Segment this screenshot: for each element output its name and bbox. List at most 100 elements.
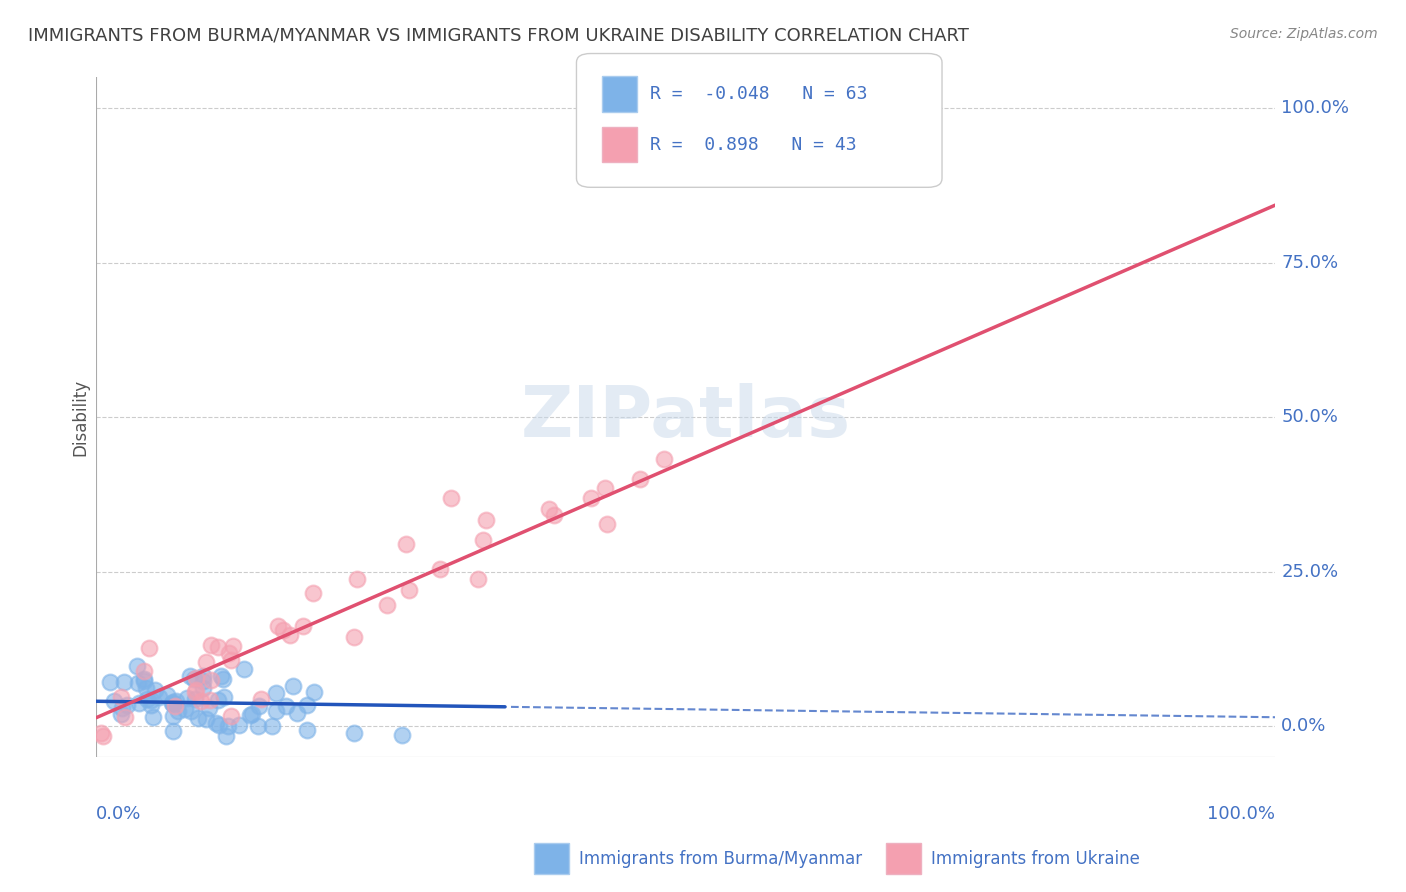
- Point: [375, 598, 398, 612]
- Text: 75.0%: 75.0%: [1281, 254, 1339, 272]
- Point: [103, 694, 125, 708]
- Point: [537, 502, 560, 516]
- Point: [98, 674, 121, 689]
- Point: [208, 718, 231, 732]
- Point: [142, 710, 165, 724]
- Point: [162, 724, 184, 739]
- Point: [398, 583, 420, 598]
- Point: [264, 705, 287, 719]
- Point: [190, 694, 212, 708]
- Point: [267, 618, 290, 632]
- Point: [264, 686, 287, 700]
- Point: [198, 701, 221, 715]
- Point: [184, 685, 207, 699]
- Point: [228, 718, 250, 732]
- Point: [240, 706, 263, 721]
- Point: [114, 710, 136, 724]
- Point: [292, 619, 315, 633]
- Text: 50.0%: 50.0%: [1281, 409, 1339, 426]
- Point: [127, 676, 149, 690]
- Point: [247, 718, 270, 732]
- Point: [628, 472, 651, 486]
- Point: [209, 669, 232, 683]
- Point: [193, 681, 215, 696]
- Point: [204, 715, 226, 730]
- Point: [115, 698, 138, 712]
- Point: [200, 693, 222, 707]
- Point: [184, 671, 207, 685]
- Point: [211, 673, 233, 687]
- Point: [160, 696, 183, 710]
- Point: [295, 698, 318, 712]
- Point: [128, 696, 150, 710]
- Point: [179, 668, 201, 682]
- Point: [233, 662, 256, 676]
- Point: [110, 690, 132, 705]
- Point: [110, 706, 132, 721]
- Text: ZIPatlas: ZIPatlas: [520, 383, 851, 452]
- Point: [297, 723, 319, 738]
- Point: [239, 708, 262, 723]
- Point: [250, 692, 273, 706]
- Point: [132, 673, 155, 688]
- Point: [467, 572, 489, 586]
- Point: [581, 491, 603, 505]
- Y-axis label: Disability: Disability: [72, 379, 89, 456]
- Point: [346, 573, 368, 587]
- Point: [654, 452, 676, 467]
- Text: Source: ZipAtlas.com: Source: ZipAtlas.com: [1230, 27, 1378, 41]
- Text: 100.0%: 100.0%: [1281, 99, 1350, 118]
- Point: [471, 533, 494, 547]
- Point: [167, 704, 190, 718]
- Point: [285, 706, 308, 721]
- Point: [207, 693, 229, 707]
- Point: [247, 698, 270, 713]
- Point: [112, 674, 135, 689]
- Point: [134, 664, 156, 678]
- Point: [191, 673, 214, 688]
- Point: [148, 690, 170, 704]
- Point: [184, 683, 207, 698]
- Point: [165, 694, 187, 708]
- Point: [207, 640, 229, 655]
- Point: [278, 627, 301, 641]
- Point: [162, 708, 184, 723]
- Point: [281, 679, 304, 693]
- Point: [595, 482, 617, 496]
- Point: [183, 672, 205, 686]
- Point: [156, 688, 179, 702]
- Text: 0.0%: 0.0%: [96, 805, 142, 823]
- Point: [174, 702, 197, 716]
- Point: [219, 653, 242, 667]
- Point: [200, 673, 222, 688]
- Point: [429, 562, 451, 576]
- Point: [132, 672, 155, 686]
- Point: [180, 704, 202, 718]
- Text: 0.0%: 0.0%: [1281, 717, 1327, 736]
- Point: [474, 513, 496, 527]
- Point: [90, 726, 112, 740]
- Point: [302, 586, 325, 600]
- Point: [143, 683, 166, 698]
- Point: [194, 655, 217, 669]
- Text: Immigrants from Ukraine: Immigrants from Ukraine: [931, 850, 1140, 868]
- Point: [271, 624, 294, 638]
- Text: 25.0%: 25.0%: [1281, 563, 1339, 581]
- Point: [138, 640, 160, 655]
- Point: [139, 693, 162, 707]
- Text: R =  0.898   N = 43: R = 0.898 N = 43: [650, 136, 856, 153]
- Point: [139, 698, 162, 712]
- Point: [195, 712, 218, 726]
- Point: [162, 698, 184, 712]
- Point: [191, 669, 214, 683]
- Text: R =  -0.048   N = 63: R = -0.048 N = 63: [650, 85, 868, 103]
- Point: [343, 726, 366, 740]
- Point: [162, 696, 184, 710]
- Point: [221, 709, 243, 723]
- Point: [184, 691, 207, 706]
- Point: [200, 638, 222, 652]
- Point: [395, 537, 418, 551]
- Point: [302, 685, 325, 699]
- Point: [135, 681, 157, 696]
- Point: [218, 646, 240, 660]
